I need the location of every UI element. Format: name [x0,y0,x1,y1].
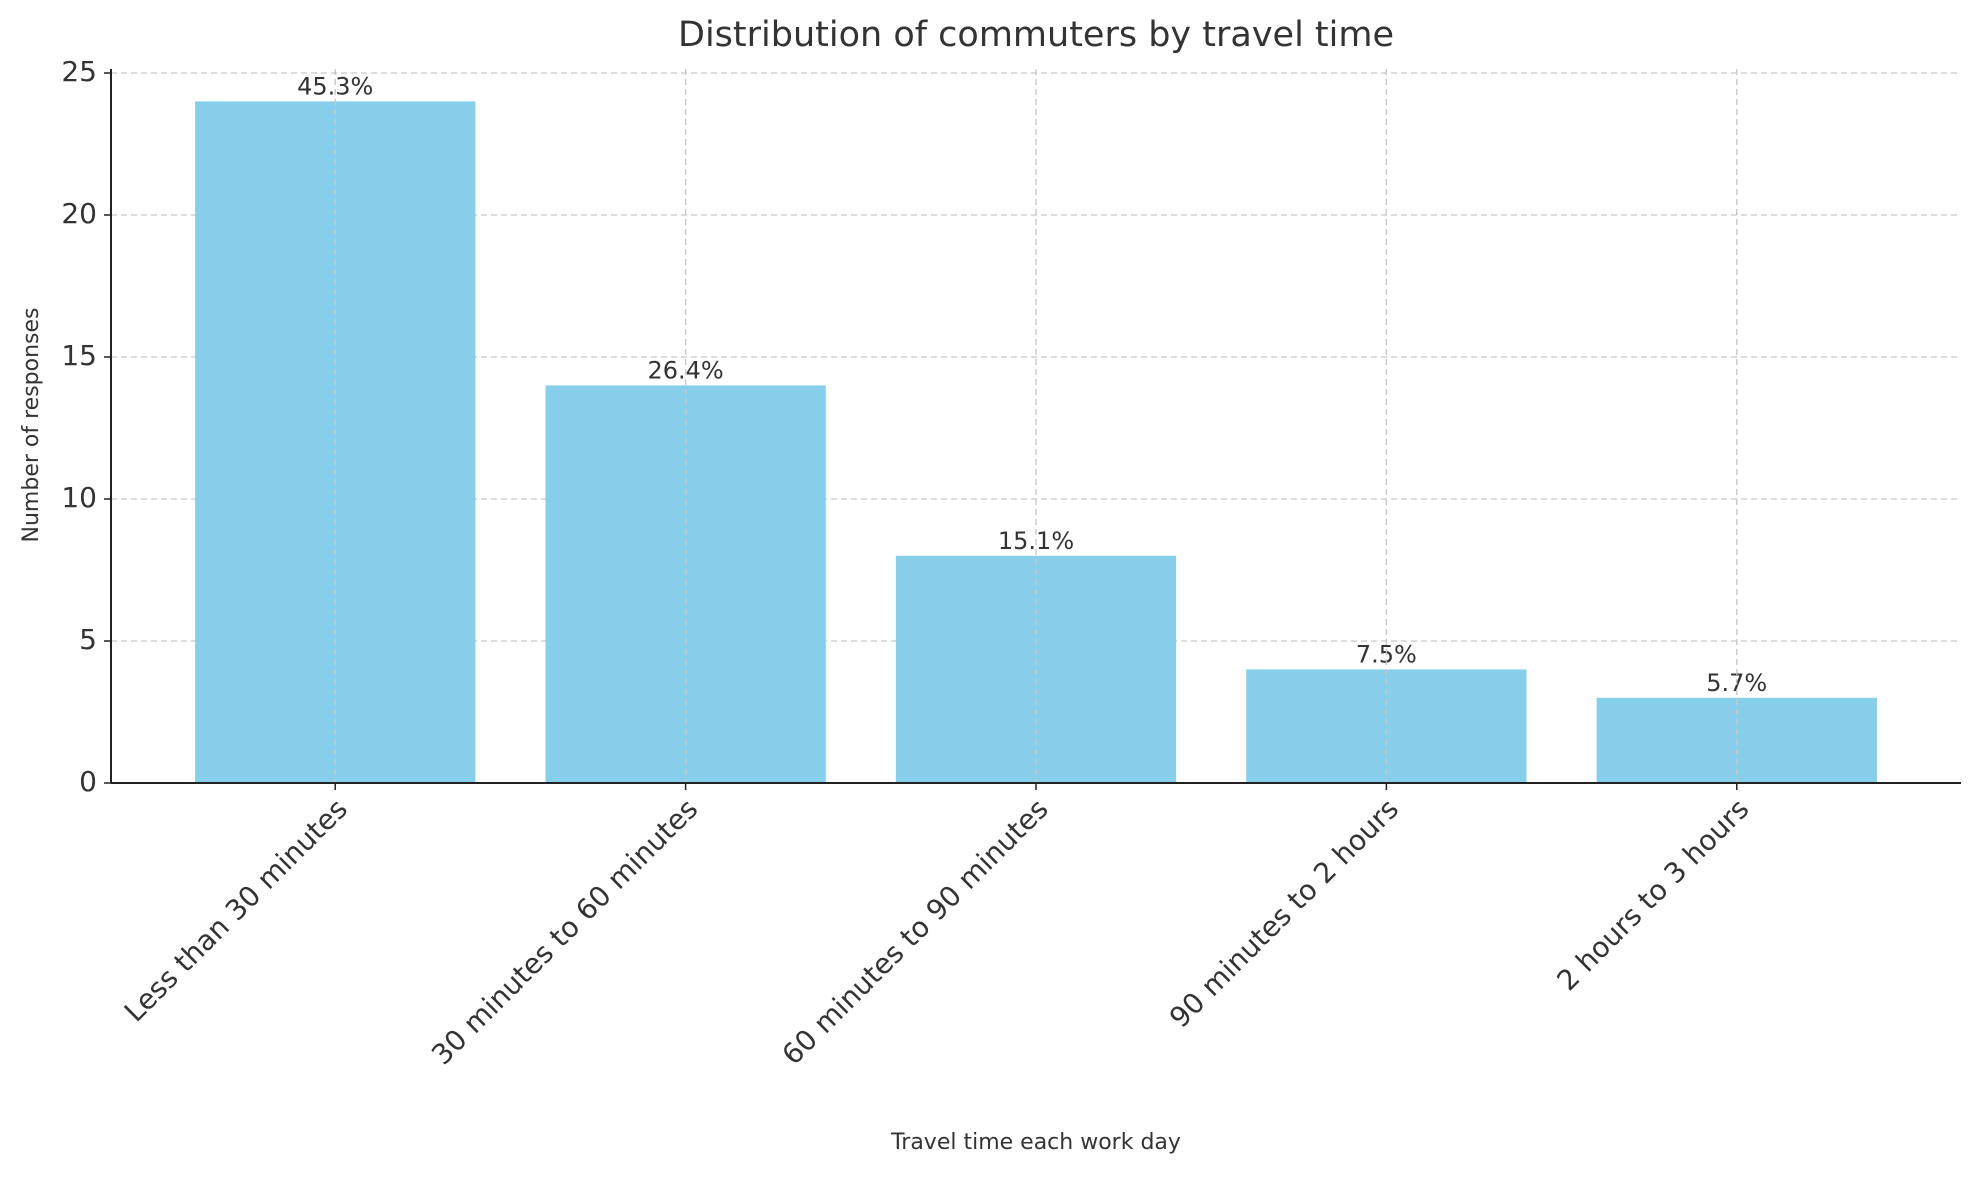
y-tick-label: 20 [61,197,97,230]
x-tick-label: 2 hours to 3 hours [1550,792,1755,997]
bar-label: 45.3% [297,72,373,100]
bar [1246,669,1527,783]
x-tick-label: 90 minutes to 2 hours [1163,792,1405,1034]
chart-title: Distribution of commuters by travel time [678,15,1394,55]
y-tick-label: 25 [61,55,97,88]
x-tick-label: 60 minutes to 90 minutes [776,792,1055,1071]
y-tick-label: 5 [79,623,97,656]
y-axis-label: Number of responses [19,308,44,543]
x-tick-label: 30 minutes to 60 minutes [425,792,704,1071]
y-tick-label: 15 [61,339,97,372]
y-tick-label: 0 [79,765,97,798]
y-tick-label: 10 [61,481,97,514]
x-axis-label: Travel time each work day [890,1130,1181,1155]
x-tick-label: Less than 30 minutes [118,792,354,1028]
